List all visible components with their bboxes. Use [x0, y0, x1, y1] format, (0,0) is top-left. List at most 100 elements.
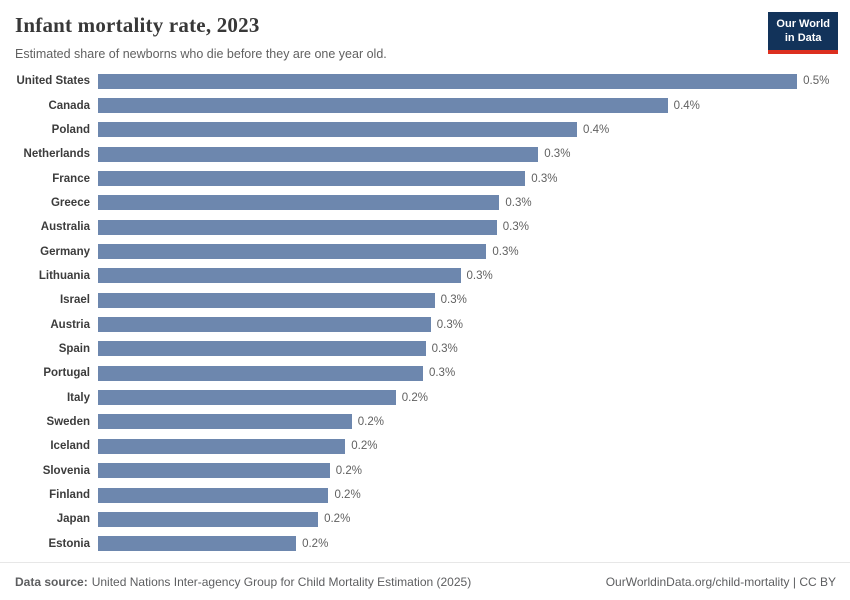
table-row: Greece 0.3%	[10, 191, 836, 215]
bar[interactable]	[98, 511, 319, 527]
table-row: France 0.3%	[10, 166, 836, 190]
bar[interactable]	[98, 536, 297, 552]
table-row: Sweden 0.2%	[10, 410, 836, 434]
table-row: Australia 0.3%	[10, 215, 836, 239]
country-label: Italy	[66, 391, 90, 404]
table-row: Israel 0.3%	[10, 288, 836, 312]
bar-chart: United States 0.5% Canada 0.4% Poland 0.…	[0, 61, 850, 562]
table-row: Spain 0.3%	[10, 337, 836, 361]
bar[interactable]	[98, 365, 423, 381]
bar-area: 0.3%	[98, 195, 836, 211]
bar[interactable]	[98, 195, 500, 211]
bar-area: 0.3%	[98, 171, 836, 187]
table-row: Poland 0.4%	[10, 118, 836, 142]
table-row: Finland 0.2%	[10, 483, 836, 507]
table-row: Lithuania 0.3%	[10, 264, 836, 288]
bar[interactable]	[98, 390, 396, 406]
owid-logo-line1: Our World	[776, 18, 830, 30]
value-label: 0.3%	[502, 221, 529, 234]
bar[interactable]	[98, 341, 426, 357]
bar-area: 0.4%	[98, 122, 836, 138]
chart-subtitle: Estimated share of newborns who die befo…	[15, 47, 387, 61]
value-label: 0.3%	[431, 342, 458, 355]
value-label: 0.2%	[401, 391, 428, 404]
table-row: Netherlands 0.3%	[10, 142, 836, 166]
bar[interactable]	[98, 98, 668, 114]
table-row: United States 0.5%	[10, 69, 836, 93]
value-label: 0.3%	[466, 269, 493, 282]
value-label: 0.5%	[803, 75, 830, 88]
country-label: Austria	[50, 318, 90, 331]
bar[interactable]	[98, 171, 526, 187]
bar-area: 0.2%	[98, 414, 836, 430]
country-label: Finland	[49, 489, 90, 502]
value-label: 0.3%	[492, 245, 519, 258]
value-label: 0.3%	[505, 196, 532, 209]
bar[interactable]	[98, 463, 330, 479]
table-row: Italy 0.2%	[10, 385, 836, 409]
bar-area: 0.3%	[98, 341, 836, 357]
value-label: 0.3%	[428, 367, 456, 380]
value-label: 0.3%	[436, 318, 463, 331]
data-source-text: United Nations Inter-agency Group for Ch…	[91, 574, 472, 589]
bar-area: 0.2%	[98, 463, 836, 479]
bar-area: 0.3%	[98, 268, 836, 284]
country-label: Japan	[56, 513, 90, 526]
bar-area: 0.4%	[98, 98, 836, 114]
value-label: 0.4%	[583, 123, 610, 136]
table-row: Japan 0.2%	[10, 507, 836, 531]
value-label: 0.2%	[357, 415, 384, 428]
bar[interactable]	[98, 219, 497, 235]
value-label: 0.2%	[335, 464, 362, 477]
table-row: Slovenia 0.2%	[10, 459, 836, 483]
country-label: Israel	[59, 294, 90, 307]
country-label: Poland	[51, 123, 90, 136]
bar-area: 0.3%	[98, 317, 836, 333]
country-label: Slovenia	[42, 464, 90, 477]
bar[interactable]	[98, 73, 798, 89]
value-label: 0.2%	[351, 440, 378, 453]
country-label: Spain	[58, 342, 90, 355]
bar-area: 0.2%	[98, 438, 836, 454]
bar-area: 0.2%	[98, 511, 836, 527]
bar[interactable]	[98, 146, 539, 162]
country-label: Sweden	[46, 415, 90, 428]
value-label: 0.4%	[673, 99, 700, 112]
owid-logo[interactable]: Our World in Data	[768, 12, 838, 54]
bar[interactable]	[98, 414, 352, 430]
country-label: Lithuania	[38, 269, 90, 282]
bar-area: 0.3%	[98, 244, 836, 260]
value-label: 0.2%	[324, 513, 351, 526]
value-label: 0.2%	[334, 489, 361, 502]
bar[interactable]	[98, 438, 346, 454]
bar-area: 0.2%	[98, 390, 836, 406]
bar-area: 0.3%	[98, 146, 836, 162]
bar-area: 0.3%	[98, 219, 836, 235]
bar[interactable]	[98, 292, 435, 308]
data-source: Data source: United Nations Inter-agency …	[15, 575, 471, 589]
owid-logo-line2: in Data	[784, 32, 822, 45]
table-row: Portugal 0.3%	[10, 361, 836, 385]
owid-link[interactable]: OurWorldinData.org/child-mortality | CC …	[605, 574, 836, 589]
country-label: Estonia	[48, 537, 90, 550]
bar-area: 0.2%	[98, 536, 836, 552]
bar[interactable]	[98, 487, 329, 503]
table-row: Estonia 0.2%	[10, 532, 836, 556]
bar[interactable]	[98, 122, 578, 138]
country-label: Portugal	[43, 367, 90, 380]
table-row: Canada 0.4%	[10, 93, 836, 117]
bar[interactable]	[98, 317, 431, 333]
country-label: Iceland	[50, 440, 90, 453]
table-row: Iceland 0.2%	[10, 434, 836, 458]
bar-area: 0.5%	[98, 73, 836, 89]
bar[interactable]	[98, 244, 487, 260]
country-label: Australia	[40, 221, 90, 234]
value-label: 0.2%	[302, 537, 329, 550]
country-label: France	[52, 172, 90, 185]
country-label: Canada	[48, 99, 90, 112]
table-row: Austria 0.3%	[10, 312, 836, 336]
bar[interactable]	[98, 268, 461, 284]
value-label: 0.3%	[544, 148, 571, 161]
country-label: Greece	[50, 196, 90, 209]
value-label: 0.3%	[440, 294, 467, 307]
